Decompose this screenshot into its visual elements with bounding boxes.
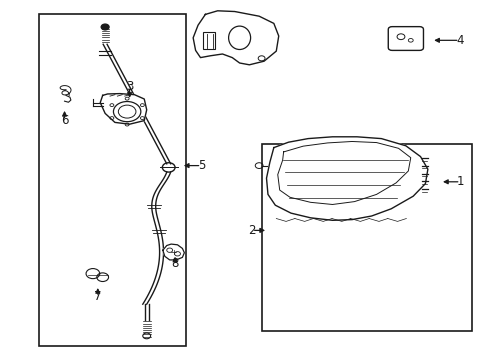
Text: 5: 5 [197, 159, 205, 172]
Ellipse shape [228, 26, 250, 49]
Bar [39, 14, 185, 346]
Polygon shape [266, 137, 427, 220]
Text: 1: 1 [456, 175, 464, 188]
Text: 2: 2 [247, 224, 255, 237]
Text: 3: 3 [125, 80, 133, 93]
Circle shape [101, 24, 109, 30]
Polygon shape [163, 244, 184, 260]
Text: 4: 4 [455, 34, 463, 47]
Bar [203, 32, 215, 49]
FancyBboxPatch shape [387, 27, 423, 50]
Polygon shape [100, 94, 146, 124]
Bar [261, 144, 471, 331]
Text: 7: 7 [94, 291, 102, 303]
Text: 8: 8 [171, 257, 179, 270]
Text: 6: 6 [61, 114, 68, 127]
Polygon shape [193, 11, 278, 65]
